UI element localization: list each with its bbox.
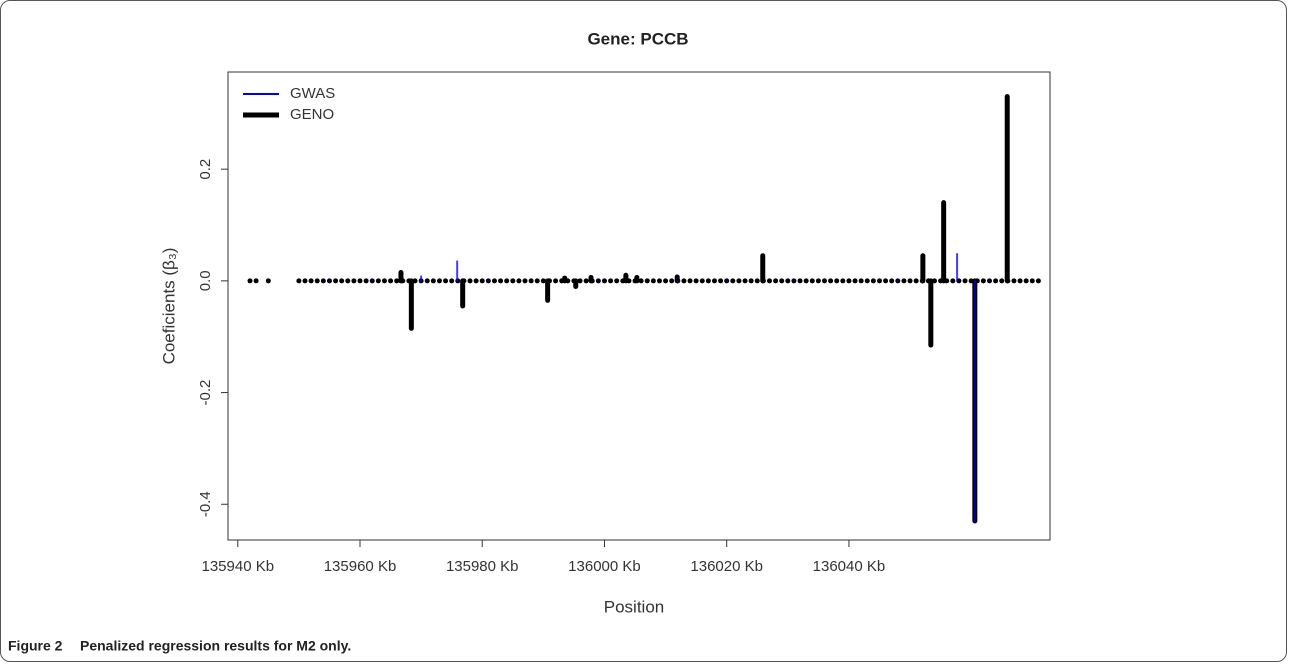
y-tick-label: -0.2 <box>197 380 214 406</box>
x-tick-label: 135980 Kb <box>446 558 519 575</box>
plot-box <box>227 71 1051 541</box>
chart-title: Gene: PCCB <box>587 29 688 48</box>
legend-label: GENO <box>290 106 334 123</box>
x-tick-label: 135940 Kb <box>201 558 274 575</box>
caption-text: Penalized regression results for M2 only… <box>80 638 351 654</box>
legend-label: GWAS <box>290 85 335 102</box>
y-axis-label: Coeficients (β₃) <box>159 248 178 365</box>
y-tick-label: -0.4 <box>197 491 214 517</box>
x-tick-label: 136040 Kb <box>813 558 886 575</box>
x-axis-label: Position <box>604 597 664 616</box>
y-tick-label: 0.0 <box>197 270 214 291</box>
x-tick-label: 136020 Kb <box>690 558 763 575</box>
y-tick-label: 0.2 <box>197 159 214 180</box>
x-tick-label: 136000 Kb <box>568 558 641 575</box>
caption-label: Figure 2 <box>8 638 63 654</box>
x-tick-label: 135960 Kb <box>324 558 397 575</box>
